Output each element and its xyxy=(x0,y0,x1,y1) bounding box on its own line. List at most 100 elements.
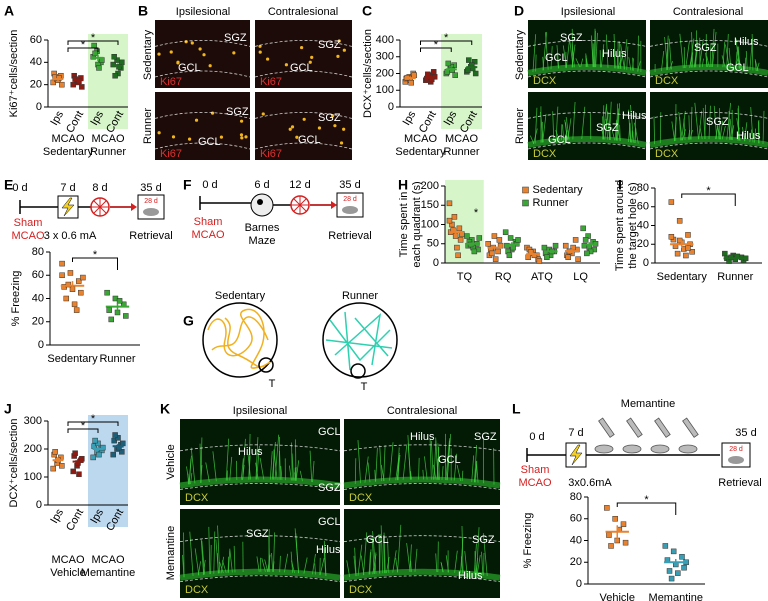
dendrite xyxy=(441,466,444,480)
y-tick-label: 400 xyxy=(376,34,394,46)
dendrite xyxy=(354,547,357,577)
y-axis-label: DCX⁺cells/section xyxy=(8,419,20,508)
dendrite xyxy=(210,544,212,575)
dendrite xyxy=(701,58,704,68)
dendrite xyxy=(453,453,458,481)
dendrite xyxy=(575,58,581,68)
data-point xyxy=(674,250,681,257)
data-point xyxy=(604,505,610,511)
data-point xyxy=(565,254,571,260)
data-point xyxy=(506,252,513,259)
image-label: DCX xyxy=(349,492,373,504)
y-axis-label: Time spent around xyxy=(614,180,626,271)
data-point xyxy=(112,72,118,79)
image-label: Hilus xyxy=(736,130,761,142)
layer-boundary xyxy=(179,575,341,583)
panel-letter: L xyxy=(512,401,521,417)
layer-boundary xyxy=(154,142,251,150)
data-point xyxy=(111,54,117,60)
dendrite xyxy=(735,38,740,69)
y-tick-label: 0 xyxy=(388,101,394,113)
test-day: 28 d xyxy=(144,198,158,205)
layer-boundary xyxy=(649,40,768,47)
dendrite xyxy=(288,465,292,481)
image-label: GCL xyxy=(318,426,341,438)
data-point xyxy=(425,71,431,78)
image-label: SGZ xyxy=(226,106,249,118)
group-label: MCAO xyxy=(12,230,45,242)
dendrite xyxy=(389,442,394,481)
y-axis-label: % Freezing xyxy=(10,271,22,327)
dendrite xyxy=(268,535,271,572)
day-label: 6 d xyxy=(254,179,269,191)
data-point xyxy=(76,78,82,85)
wheel-spokes xyxy=(291,196,309,214)
dendrite xyxy=(375,447,378,482)
dendrite xyxy=(704,104,706,140)
x-tick-label: Memantine xyxy=(649,592,703,601)
dendrite xyxy=(323,548,327,576)
dendrite xyxy=(291,453,295,481)
data-point xyxy=(112,432,118,438)
row-header: Runner xyxy=(142,108,154,144)
data-point xyxy=(531,252,538,259)
data-point xyxy=(469,65,476,72)
dendrite xyxy=(628,122,631,142)
data-point xyxy=(525,254,531,260)
y-tick-label: 20 xyxy=(32,316,44,328)
dendrite xyxy=(395,452,400,481)
dendrite xyxy=(668,38,672,70)
dendrite xyxy=(605,34,609,68)
dendrite xyxy=(744,57,747,70)
target-label: T xyxy=(361,381,368,393)
data-point xyxy=(552,242,559,249)
data-point xyxy=(471,248,478,255)
dendrite xyxy=(734,57,739,69)
dendrite xyxy=(637,61,641,72)
cell-layer xyxy=(343,568,501,581)
dendrite xyxy=(454,550,458,573)
layer-boundary xyxy=(649,142,768,150)
layer-boundary xyxy=(527,40,647,47)
dendrite xyxy=(712,31,717,68)
y-tick-label: 40 xyxy=(570,534,582,546)
image-label: Hilus xyxy=(410,431,435,443)
group-label: MCAO xyxy=(92,133,125,145)
image-label: Hilus xyxy=(316,544,341,556)
maze-mouse xyxy=(257,199,263,205)
dendrite xyxy=(392,550,397,573)
dendrite xyxy=(592,43,595,68)
cell xyxy=(342,48,346,52)
data-point xyxy=(116,64,122,70)
day-label: 7 d xyxy=(568,427,583,439)
dendrite xyxy=(433,440,437,480)
data-point xyxy=(411,72,417,78)
data-point xyxy=(722,250,728,257)
dendrite xyxy=(585,53,588,68)
data-point xyxy=(59,463,65,469)
dendrite xyxy=(691,32,694,68)
data-point xyxy=(452,72,458,78)
data-point xyxy=(575,256,581,262)
layer-boundary xyxy=(527,70,647,78)
group-label: MCAO xyxy=(52,133,85,145)
data-point xyxy=(110,451,116,458)
x-tick-label: Cont xyxy=(64,507,86,533)
dendrite xyxy=(471,455,475,482)
dendrite xyxy=(754,60,757,71)
panel-letter: A xyxy=(4,3,14,19)
data-point xyxy=(73,307,80,313)
image-label: DCX xyxy=(533,148,557,160)
cell xyxy=(258,44,262,48)
data-point xyxy=(683,252,689,259)
data-point xyxy=(457,237,464,243)
data-point xyxy=(446,217,453,224)
cell xyxy=(169,50,173,54)
y-axis-label: Time spent in xyxy=(398,192,410,258)
image-label: GCL xyxy=(438,454,461,466)
significance-bracket xyxy=(616,502,677,515)
data-point xyxy=(108,316,115,323)
data-point xyxy=(114,309,121,316)
micrograph xyxy=(180,419,340,505)
dendrite xyxy=(460,556,463,574)
